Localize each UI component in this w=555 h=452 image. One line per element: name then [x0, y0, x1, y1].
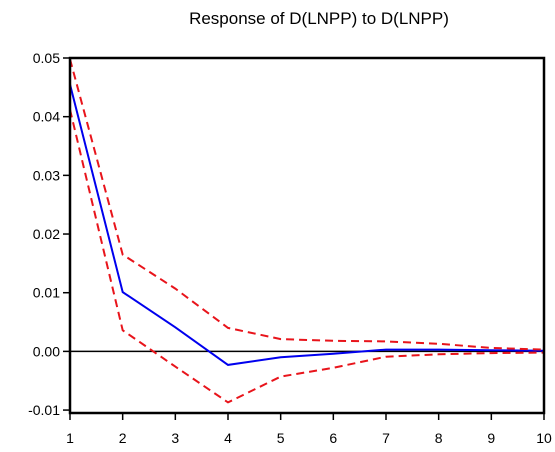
x-tick-label: 1: [66, 430, 74, 446]
x-tick-label: 4: [224, 430, 232, 446]
series-line-lower-band: [69, 109, 545, 404]
y-tick-label: 0.03: [33, 167, 60, 183]
y-tick-label: 0.01: [33, 285, 60, 301]
y-tick-label: 0.05: [33, 50, 60, 66]
x-tick-label: 9: [487, 430, 495, 446]
y-tick-label: 0.02: [33, 226, 60, 242]
x-tick-label: 8: [435, 430, 443, 446]
y-tick-label: -0.01: [28, 402, 60, 418]
series-line-response: [69, 84, 545, 366]
x-tick-label: 2: [119, 430, 127, 446]
series-layer: [69, 58, 545, 404]
plot-frame: [68, 56, 546, 415]
x-tick-label: 5: [277, 430, 285, 446]
y-tick-label: 0.04: [33, 109, 60, 125]
x-tick-label: 7: [382, 430, 390, 446]
y-axis: 0.05 0.04 0.03 0.02 0.01 0.00 -0.01: [28, 50, 70, 418]
chart-title: Response of D(LNPP) to D(LNPP): [189, 9, 449, 28]
x-axis: 1 2 3 4 5 6 7 8 9 10: [66, 413, 552, 446]
series-line-upper-band: [69, 58, 545, 351]
x-tick-label: 10: [536, 430, 552, 446]
x-tick-label: 3: [171, 430, 179, 446]
x-tick-label: 6: [329, 430, 337, 446]
y-tick-label: 0.00: [33, 343, 60, 359]
